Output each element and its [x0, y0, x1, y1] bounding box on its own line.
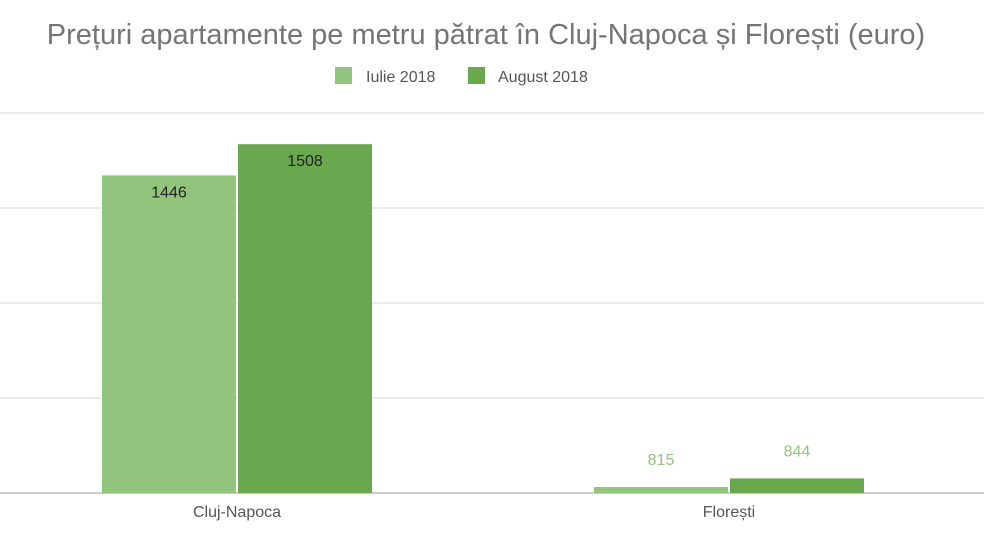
legend: Iulie 2018 August 2018 — [335, 67, 588, 86]
x-tick-label: Florești — [703, 504, 755, 521]
legend-label: August 2018 — [498, 69, 588, 86]
x-tick-label: Cluj-Napoca — [193, 504, 281, 521]
data-label: 1508 — [287, 153, 323, 170]
data-label: 815 — [648, 452, 675, 469]
bar — [730, 478, 864, 493]
bar — [102, 175, 236, 494]
chart-title: Prețuri apartamente pe metru pătrat în C… — [47, 19, 925, 51]
data-label: 844 — [784, 443, 811, 460]
bar — [594, 487, 728, 493]
legend-label: Iulie 2018 — [366, 69, 435, 86]
bars: 1446 1508 815 844 — [102, 144, 864, 494]
x-axis-ticks: Cluj-Napoca Florești — [193, 504, 755, 521]
legend-swatch — [468, 67, 485, 84]
data-label: 1446 — [151, 184, 187, 201]
legend-swatch — [335, 67, 352, 84]
bar — [238, 144, 372, 493]
